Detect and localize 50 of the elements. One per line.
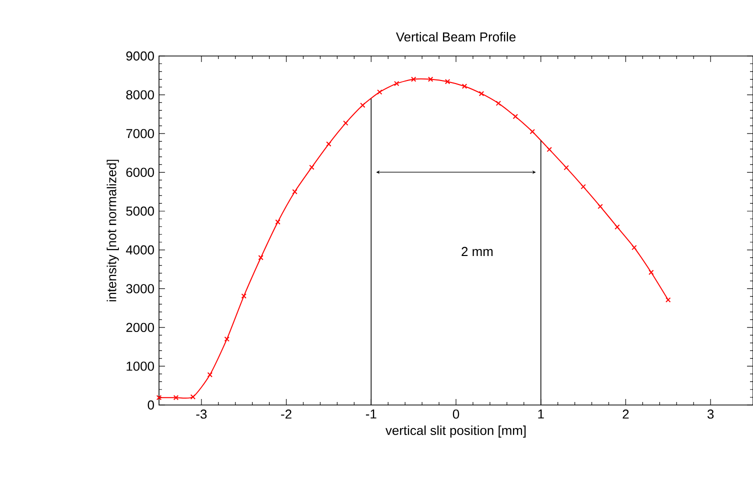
y-axis-title: intensity [not normalized] xyxy=(106,160,119,302)
point xyxy=(292,189,298,194)
point xyxy=(546,146,552,152)
annotation: 2 mm xyxy=(462,246,493,256)
point xyxy=(632,244,637,250)
x-tick-label: 2 xyxy=(622,410,629,419)
point xyxy=(462,84,468,89)
point xyxy=(444,78,450,84)
point xyxy=(648,270,654,275)
x-tick-label: 0 xyxy=(452,410,460,419)
point xyxy=(496,100,502,106)
point xyxy=(478,91,484,96)
point xyxy=(512,114,518,120)
point xyxy=(580,184,586,190)
point xyxy=(258,255,264,260)
y-tick-label: 1000 xyxy=(126,362,154,371)
point xyxy=(428,76,434,82)
point xyxy=(190,394,196,400)
y-tick-label: 3000 xyxy=(126,284,154,294)
x-tick-label: -2 xyxy=(281,410,292,419)
y-tick-label: 7000 xyxy=(126,128,154,138)
point xyxy=(309,164,314,170)
y-tick-label: 2000 xyxy=(126,322,154,332)
point xyxy=(275,219,280,225)
point xyxy=(360,102,366,108)
point xyxy=(326,141,332,147)
point xyxy=(530,129,535,134)
y-tick-label: 0 xyxy=(148,400,154,410)
point xyxy=(564,165,569,170)
point xyxy=(598,204,603,210)
x-tick-label: -1 xyxy=(366,410,376,418)
x-tick-label: 1 xyxy=(538,410,544,418)
y-tick-label: 5000 xyxy=(126,206,154,216)
x-tick-label: 3 xyxy=(707,410,714,419)
x-axis-title: vertical slit position [mm] xyxy=(386,426,526,438)
point xyxy=(224,336,230,342)
y-tick-label: 6000 xyxy=(126,168,154,177)
point xyxy=(377,89,382,95)
chart-title: Vertical Beam Profile xyxy=(396,32,516,42)
point xyxy=(614,224,620,230)
point xyxy=(207,372,213,378)
point xyxy=(410,76,416,82)
point xyxy=(343,120,348,126)
point xyxy=(173,395,179,400)
y-tick-label: 8000 xyxy=(126,90,154,100)
y-tick-label: 4000 xyxy=(126,245,154,254)
point xyxy=(241,293,246,299)
y-tick-label: 9000 xyxy=(126,51,154,61)
point xyxy=(394,80,400,86)
x-tick-label: -3 xyxy=(196,410,207,419)
